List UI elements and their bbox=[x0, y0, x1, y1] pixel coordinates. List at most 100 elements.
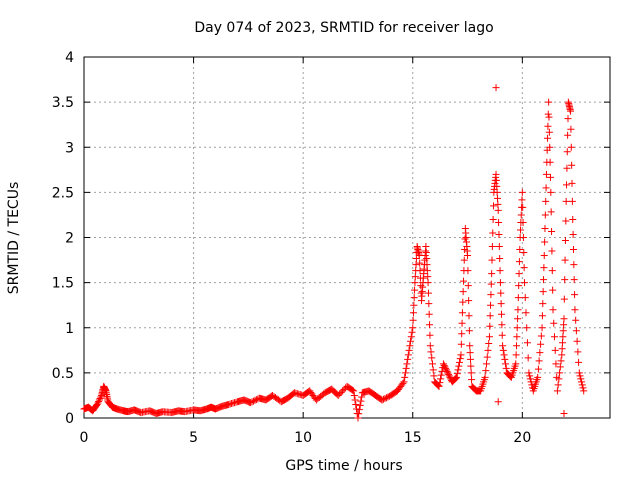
data-point-interp bbox=[573, 337, 581, 345]
chart-title: Day 074 of 2023, SRMTID for receiver lag… bbox=[194, 20, 493, 36]
data-point-interp bbox=[465, 297, 473, 305]
data-point-interp bbox=[514, 294, 522, 302]
data-point bbox=[569, 215, 577, 223]
data-point-interp bbox=[513, 324, 521, 332]
data-point-interp bbox=[574, 348, 582, 356]
data-point-interp bbox=[526, 372, 534, 380]
data-point-interp bbox=[575, 358, 583, 366]
data-point-interp bbox=[512, 342, 520, 350]
data-point-interp bbox=[336, 390, 344, 398]
data-point-interp bbox=[540, 264, 548, 272]
data-point-interp bbox=[488, 243, 496, 251]
data-point-interp bbox=[495, 243, 503, 251]
data-point-interp bbox=[410, 301, 418, 309]
data-point-interp bbox=[381, 394, 389, 402]
data-point-interp bbox=[401, 369, 409, 377]
data-point-interp bbox=[555, 375, 563, 383]
data-point-interp bbox=[248, 398, 256, 406]
data-point-interp bbox=[384, 393, 392, 401]
data-point-interp bbox=[437, 371, 445, 379]
data-point-interp bbox=[523, 339, 531, 347]
data-point-interp bbox=[95, 396, 103, 404]
data-point-interp bbox=[457, 340, 465, 348]
y-axis-label: SRMTID / TECUs bbox=[6, 182, 22, 295]
data-point bbox=[514, 306, 522, 314]
data-point bbox=[562, 197, 570, 205]
data-point-interp bbox=[564, 115, 572, 123]
data-point-interp bbox=[452, 374, 460, 382]
data-point-interp bbox=[544, 134, 552, 142]
data-point-interp bbox=[498, 310, 506, 318]
data-point bbox=[542, 170, 550, 178]
data-point-interp bbox=[494, 200, 502, 208]
data-point bbox=[350, 387, 358, 395]
data-point-interp bbox=[97, 393, 105, 401]
data-point bbox=[499, 342, 507, 350]
data-point-interp bbox=[522, 309, 530, 317]
data-point-interp bbox=[428, 360, 436, 368]
data-point-interp bbox=[489, 202, 497, 210]
data-point-interp bbox=[552, 360, 560, 368]
y-tick-label: 1.5 bbox=[52, 276, 74, 292]
data-point-interp bbox=[252, 396, 260, 404]
data-point-interp bbox=[567, 143, 575, 151]
data-point-interp bbox=[351, 396, 359, 404]
y-tick-label: 2.5 bbox=[52, 185, 74, 201]
data-point-interp bbox=[466, 355, 474, 363]
data-point-interp bbox=[559, 333, 567, 341]
data-point-interp bbox=[429, 366, 437, 374]
data-point-interp bbox=[446, 373, 454, 381]
data-point-interp bbox=[539, 300, 547, 308]
data-point-interp bbox=[546, 158, 554, 166]
data-point bbox=[575, 369, 583, 377]
data-point-interp bbox=[487, 280, 495, 288]
data-point-interp bbox=[516, 246, 524, 254]
data-point-interp bbox=[515, 258, 523, 266]
data-point-interp bbox=[568, 197, 576, 205]
data-point-interp bbox=[489, 229, 497, 237]
data-point-interp bbox=[96, 394, 104, 402]
data-point-interp bbox=[542, 184, 550, 192]
data-point-interp bbox=[465, 312, 473, 320]
data-point-interp bbox=[541, 238, 549, 246]
data-point-interp bbox=[348, 386, 356, 394]
data-point-interp bbox=[558, 345, 566, 353]
data-point-interp bbox=[440, 361, 448, 369]
data-point-interp bbox=[502, 360, 510, 368]
data-point-interp bbox=[407, 337, 415, 345]
data-point-interp bbox=[459, 298, 467, 306]
data-point bbox=[426, 342, 434, 350]
y-tick-label: 2 bbox=[65, 231, 74, 247]
data-point-interp bbox=[486, 312, 494, 320]
data-point-interp bbox=[409, 309, 417, 317]
data-point bbox=[534, 373, 542, 381]
data-point-interp bbox=[436, 379, 444, 387]
data-point-interp bbox=[416, 267, 424, 275]
data-point-interp bbox=[355, 406, 363, 414]
data-point-interp bbox=[501, 355, 509, 363]
data-point-interp bbox=[464, 267, 472, 275]
data-point-interp bbox=[352, 405, 360, 413]
data-point-interp bbox=[412, 255, 420, 263]
data-point-interp bbox=[466, 349, 474, 357]
data-point-interp bbox=[428, 354, 436, 362]
data-point-interp bbox=[499, 346, 507, 354]
y-tick-label: 0 bbox=[65, 411, 74, 427]
data-point-interp bbox=[515, 282, 523, 290]
data-point-interp bbox=[517, 211, 525, 219]
data-point-interp bbox=[564, 131, 572, 139]
data-point bbox=[415, 252, 423, 260]
data-point-interp bbox=[456, 358, 464, 366]
data-point bbox=[512, 360, 520, 368]
data-point-interp bbox=[546, 143, 554, 151]
data-point-interp bbox=[544, 122, 552, 130]
data-point-interp bbox=[356, 401, 364, 409]
data-point-interp bbox=[519, 203, 527, 211]
data-point bbox=[549, 306, 557, 314]
data-point-interp bbox=[498, 321, 506, 329]
data-point-interp bbox=[485, 340, 493, 348]
y-tick-label: 1 bbox=[65, 321, 74, 337]
data-point-interp bbox=[544, 110, 552, 118]
x-axis-label: GPS time / hours bbox=[285, 458, 402, 474]
data-point bbox=[464, 252, 472, 260]
